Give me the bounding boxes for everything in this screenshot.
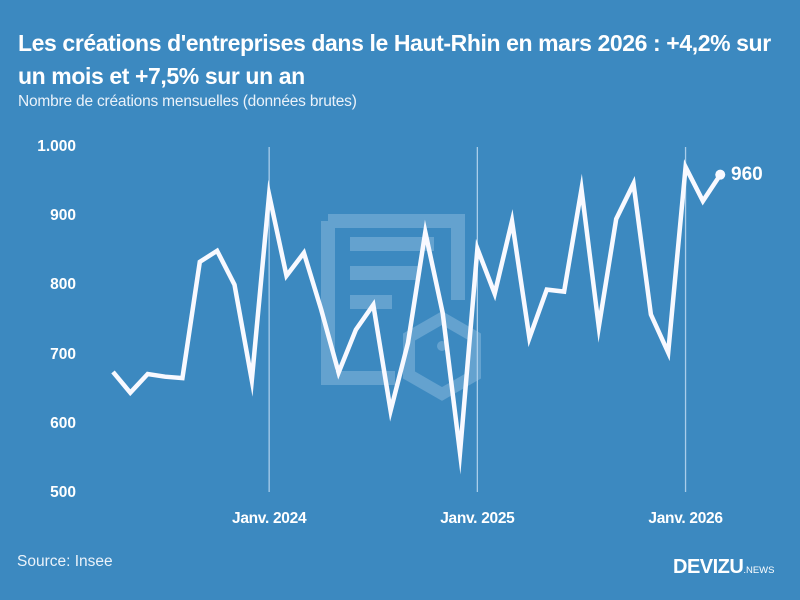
x-tick-label: Janv. 2025 <box>440 510 515 527</box>
devizu-logo: DEVIZU.NEWS <box>673 556 774 579</box>
x-tick-label: Janv. 2024 <box>232 510 307 527</box>
x-tick-label: Janv. 2026 <box>648 510 723 527</box>
chart-subtitle: Nombre de créations mensuelles (données … <box>18 93 357 110</box>
y-tick-label: 800 <box>50 276 76 294</box>
y-tick-label: 500 <box>50 484 76 501</box>
y-tick-label: 600 <box>50 414 76 432</box>
source-note: Source: Insee <box>17 553 113 570</box>
y-tick-label: 700 <box>50 345 76 363</box>
logo-suffix: .NEWS <box>743 565 775 576</box>
last-point-marker <box>715 169 726 180</box>
chart-title: Les créations d'entreprises dans le Haut… <box>18 30 771 89</box>
last-value-label: 960 <box>731 164 763 185</box>
series-line <box>111 159 723 475</box>
y-tick-label: 900 <box>50 207 76 225</box>
y-tick-label: 1.000 <box>37 138 76 155</box>
logo-main: DEVIZU <box>673 556 744 578</box>
